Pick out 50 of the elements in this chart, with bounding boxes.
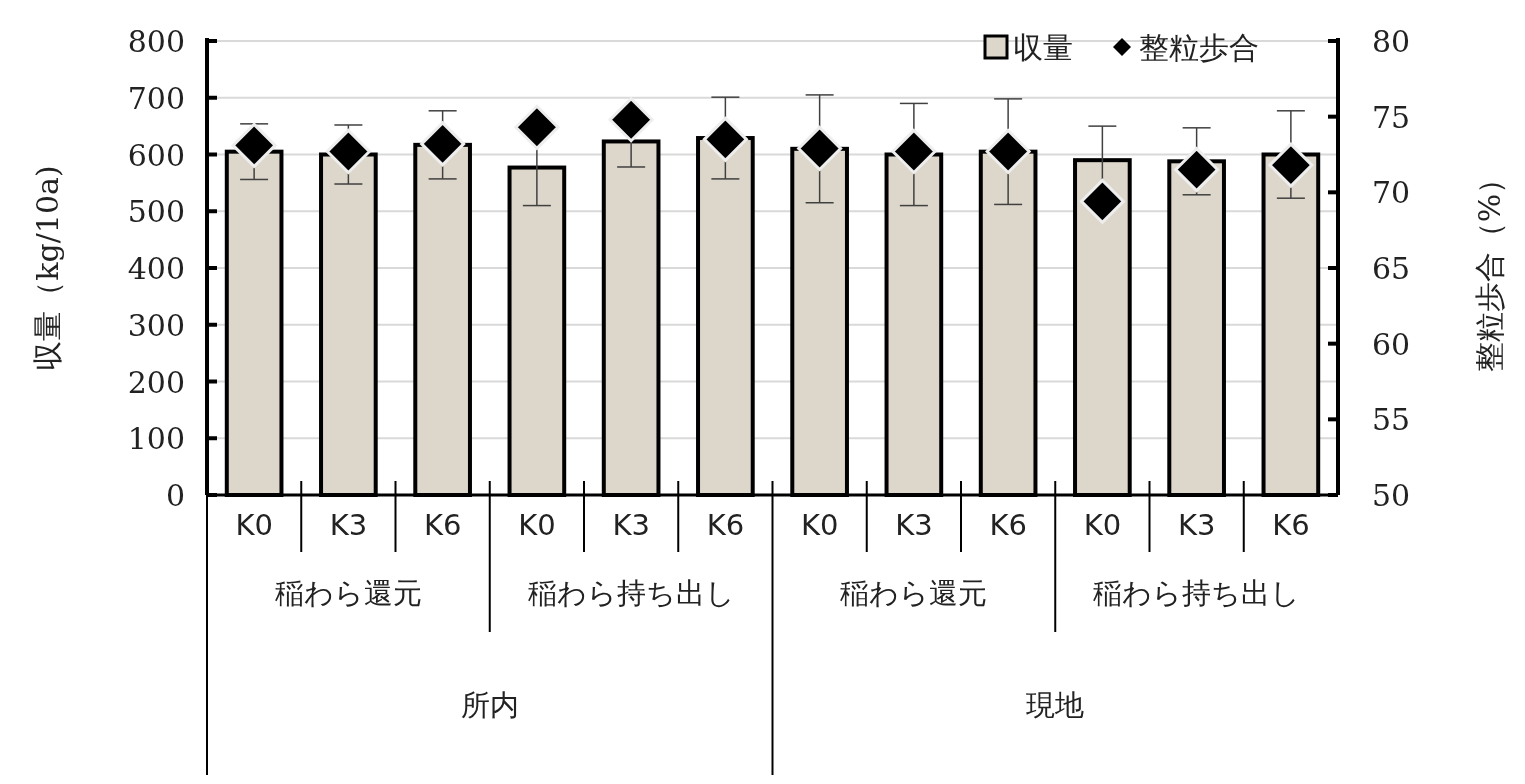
legend-label: 整粒歩合 <box>1139 30 1259 65</box>
y2-tick-label: 70 <box>1372 175 1411 211</box>
text: 所内 <box>460 687 519 722</box>
point <box>1079 178 1125 224</box>
y-tick-label: 0 <box>165 478 185 513</box>
y-tick-label: 800 <box>127 24 185 59</box>
x-tick-label: K3 <box>895 507 933 542</box>
legend-label: 収量 <box>1013 30 1073 65</box>
y-tick-label: 300 <box>127 307 185 343</box>
point <box>420 121 466 167</box>
x-tick-label: K0 <box>1083 507 1122 542</box>
x-tick-label: K6 <box>989 507 1027 542</box>
x-tick-label: K6 <box>1272 507 1310 542</box>
y-tick-label: 100 <box>127 421 185 457</box>
y-axis-title: 収量（kg/10a) <box>30 165 65 371</box>
text: 現地 <box>1026 687 1085 722</box>
x-tick-label: K3 <box>1177 507 1216 542</box>
text: 稲わら還元 <box>840 576 988 610</box>
y2-tick-label: 75 <box>1372 99 1411 135</box>
y-tick-label: 500 <box>127 194 185 230</box>
y2-axis-title: 整粒歩合（%） <box>1472 163 1507 373</box>
x-tick-label: K3 <box>612 507 650 542</box>
text: 稲わら持ち出し <box>1093 576 1301 610</box>
y-tick-label: 700 <box>127 80 185 116</box>
point <box>231 122 277 168</box>
y2-tick-label: 50 <box>1372 478 1411 513</box>
point <box>1268 142 1314 188</box>
x-tick-label: K6 <box>423 507 462 542</box>
point <box>608 97 654 143</box>
y2-tick-label: 80 <box>1372 24 1411 59</box>
point <box>891 128 937 174</box>
point <box>985 128 1031 174</box>
y2-tick-label: 55 <box>1372 402 1411 438</box>
y2-tick-label: 60 <box>1372 326 1411 362</box>
x-tick-label: K6 <box>706 507 745 542</box>
x-tick-label: K0 <box>800 507 839 542</box>
y2-tick-label: 65 <box>1372 251 1411 286</box>
point <box>797 125 843 171</box>
point <box>1174 147 1220 193</box>
text: 稲わら還元 <box>274 576 422 610</box>
y-tick-label: 200 <box>127 364 185 400</box>
x-tick-label: K3 <box>329 507 368 542</box>
y-tick-label: 600 <box>127 137 185 173</box>
x-tick-label: K0 <box>518 507 556 542</box>
text: 稲わら持ち出し <box>527 576 735 610</box>
y-tick-label: 400 <box>127 251 185 286</box>
point <box>702 116 748 162</box>
point <box>325 128 371 174</box>
point <box>514 104 560 150</box>
x-tick-label: K0 <box>235 507 273 542</box>
